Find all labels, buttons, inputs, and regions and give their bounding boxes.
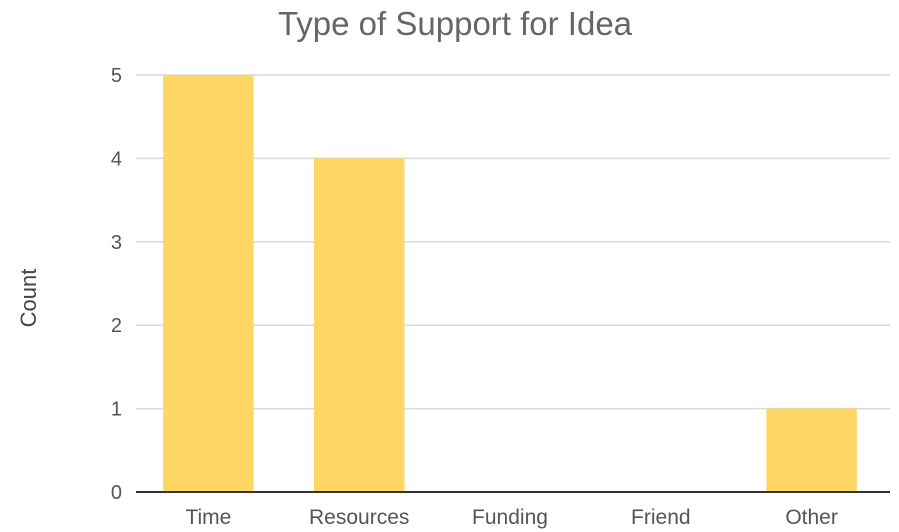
x-tick-label: Friend [631, 506, 691, 529]
bar-other [766, 408, 857, 492]
y-tick-label: 3 [111, 232, 122, 254]
x-axis-ticks: Time Resources Funding Friend Other [185, 506, 837, 529]
y-tick-label: 0 [111, 482, 122, 504]
chart-title: Type of Support for Idea [278, 5, 633, 42]
x-tick-label: Time [185, 506, 231, 529]
y-tick-label: 1 [111, 399, 122, 421]
bar-time [163, 75, 254, 492]
x-tick-label: Funding [472, 506, 548, 529]
x-tick-label: Resources [309, 506, 409, 529]
gridlines [136, 74, 890, 410]
y-axis-ticks: 0 1 2 3 4 5 [111, 65, 122, 504]
y-tick-label: 5 [111, 65, 122, 87]
bars [163, 75, 857, 492]
bar-resources [313, 158, 405, 492]
y-tick-label: 4 [111, 148, 122, 170]
y-tick-label: 2 [111, 315, 122, 337]
x-tick-label: Other [785, 506, 838, 529]
y-axis-label: Count [16, 269, 41, 328]
